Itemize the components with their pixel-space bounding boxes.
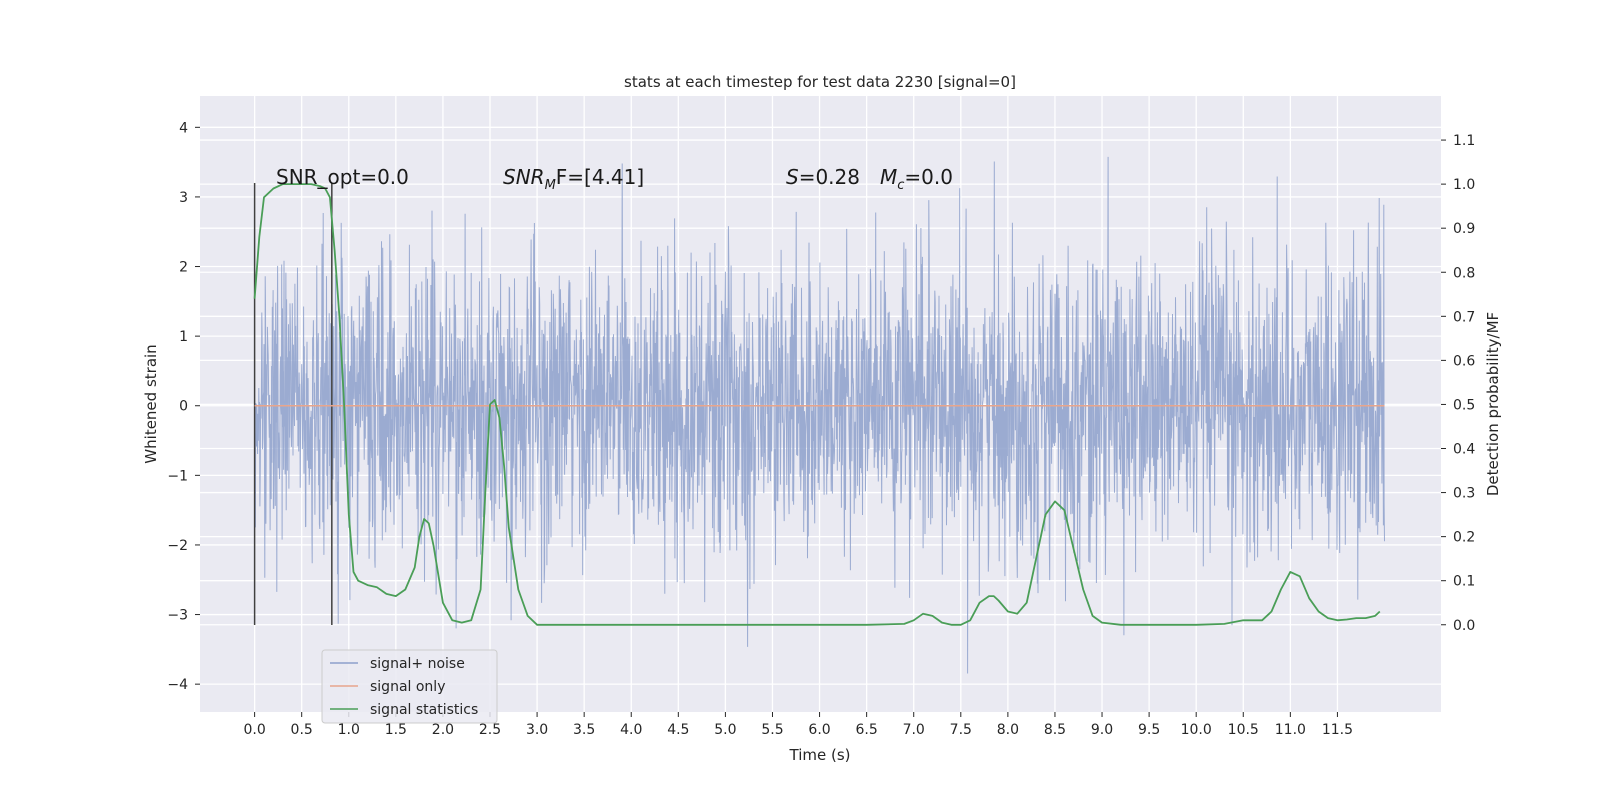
x-tick-label: 8.0 (997, 722, 1019, 738)
x-tick-label: 3.5 (573, 722, 595, 738)
signal-statistics-line (253, 183, 1381, 626)
chart-title: stats at each timestep for test data 223… (624, 73, 1016, 91)
x-tick-label: 0.0 (243, 722, 265, 738)
x-tick-label: 6.0 (808, 722, 830, 738)
x-tick-label: 11.0 (1275, 722, 1306, 738)
mc-value: =0.0 (904, 165, 953, 189)
signal-noise-trace (254, 156, 1385, 674)
s-symbol: S (786, 165, 799, 189)
y-tick-label: −1 (167, 468, 188, 484)
x-tick-label: 6.5 (856, 722, 878, 738)
y2-tick-label: 0.4 (1453, 442, 1475, 458)
x-tick-label: 1.0 (338, 722, 360, 738)
x-tick-label: 10.0 (1181, 722, 1212, 738)
x-axis-ticks: 0.0 0.5 1.0 1.5 2.0 2.5 3.0 3.5 4.0 4.5 5.0 5.5 6.0 6… (243, 712, 1353, 738)
y2-tick-label: 0.5 (1453, 397, 1475, 413)
snr-mf-value: F=[4.41] (556, 165, 644, 189)
annotation-s: S=0.28 (786, 165, 860, 189)
x-tick-label: 7.0 (903, 722, 925, 738)
mc-subscript: c (897, 178, 904, 193)
x-tick-label: 2.0 (432, 722, 454, 738)
x-tick-label: 9.5 (1138, 722, 1160, 738)
annotation-snr-mf: SNRMF=[4.41] (503, 165, 644, 193)
x-tick-label: 11.5 (1322, 722, 1353, 738)
y2-tick-label: 0.9 (1453, 221, 1475, 237)
legend-label-signal-only: signal only (370, 679, 445, 695)
vertical-markers (253, 183, 333, 625)
y2-tick-label: 0.6 (1453, 353, 1475, 369)
legend-label-signal-statistics: signal statistics (370, 702, 478, 718)
annotation-mc: Mc=0.0 (880, 165, 953, 193)
x-tick-label: 10.5 (1228, 722, 1259, 738)
y-tick-label: 3 (179, 190, 188, 206)
y-tick-label: 2 (179, 260, 188, 276)
y2-tick-label: 0.0 (1453, 618, 1475, 634)
x-tick-label: 5.0 (714, 722, 736, 738)
signal-statistics-series (253, 183, 1381, 626)
x-tick-label: 8.5 (1044, 722, 1066, 738)
y-tick-label: −4 (167, 677, 188, 693)
y-tick-label: −2 (167, 538, 188, 554)
legend-label-signal-noise: signal+ noise (370, 656, 465, 672)
snr-mf-subscript: M (545, 178, 556, 193)
annotation-snr-opt: SNR_opt=0.0 (276, 165, 409, 189)
mc-symbol: M (880, 165, 897, 189)
y2-tick-label: 0.3 (1453, 486, 1475, 502)
y2-tick-label: 0.2 (1453, 530, 1475, 546)
y-tick-label: 0 (179, 399, 188, 415)
y-tick-label: −3 (167, 608, 188, 624)
signal-noise-series (254, 156, 1385, 674)
s-value: =0.28 (799, 165, 860, 189)
x-tick-label: 3.0 (526, 722, 548, 738)
x-tick-label: 5.5 (761, 722, 783, 738)
y2-axis-label: Detection probability/MF (1484, 312, 1502, 496)
y-tick-label: 1 (179, 329, 188, 345)
x-axis-label: Time (s) (789, 746, 851, 764)
y-axis-label: Whitened strain (142, 344, 160, 463)
x-tick-label: 0.5 (291, 722, 313, 738)
x-tick-label: 1.5 (385, 722, 407, 738)
y2-tick-label: 1.0 (1453, 177, 1475, 193)
x-tick-label: 9.0 (1091, 722, 1113, 738)
x-tick-label: 2.5 (479, 722, 501, 738)
y-axis-ticks: −4 −3 −2 −1 0 1 2 3 4 (167, 120, 200, 693)
y2-tick-label: 1.1 (1453, 133, 1475, 149)
x-tick-label: 4.5 (667, 722, 689, 738)
x-tick-label: 4.0 (620, 722, 642, 738)
y2-tick-label: 0.8 (1453, 265, 1475, 281)
x-tick-label: 7.5 (950, 722, 972, 738)
legend-box (321, 649, 498, 724)
y2-tick-label: 0.7 (1453, 309, 1475, 325)
legend: signal+ noise signal only signal statist… (321, 649, 498, 724)
y-tick-label: 4 (179, 120, 188, 136)
snr-mf-symbol: SNR (503, 165, 545, 189)
y2-tick-label: 0.1 (1453, 574, 1475, 590)
y2-axis-ticks: 0.0 0.1 0.2 0.3 0.4 0.5 0.6 0.7 0.8 0.9 1.0 1.1 (1441, 133, 1475, 634)
